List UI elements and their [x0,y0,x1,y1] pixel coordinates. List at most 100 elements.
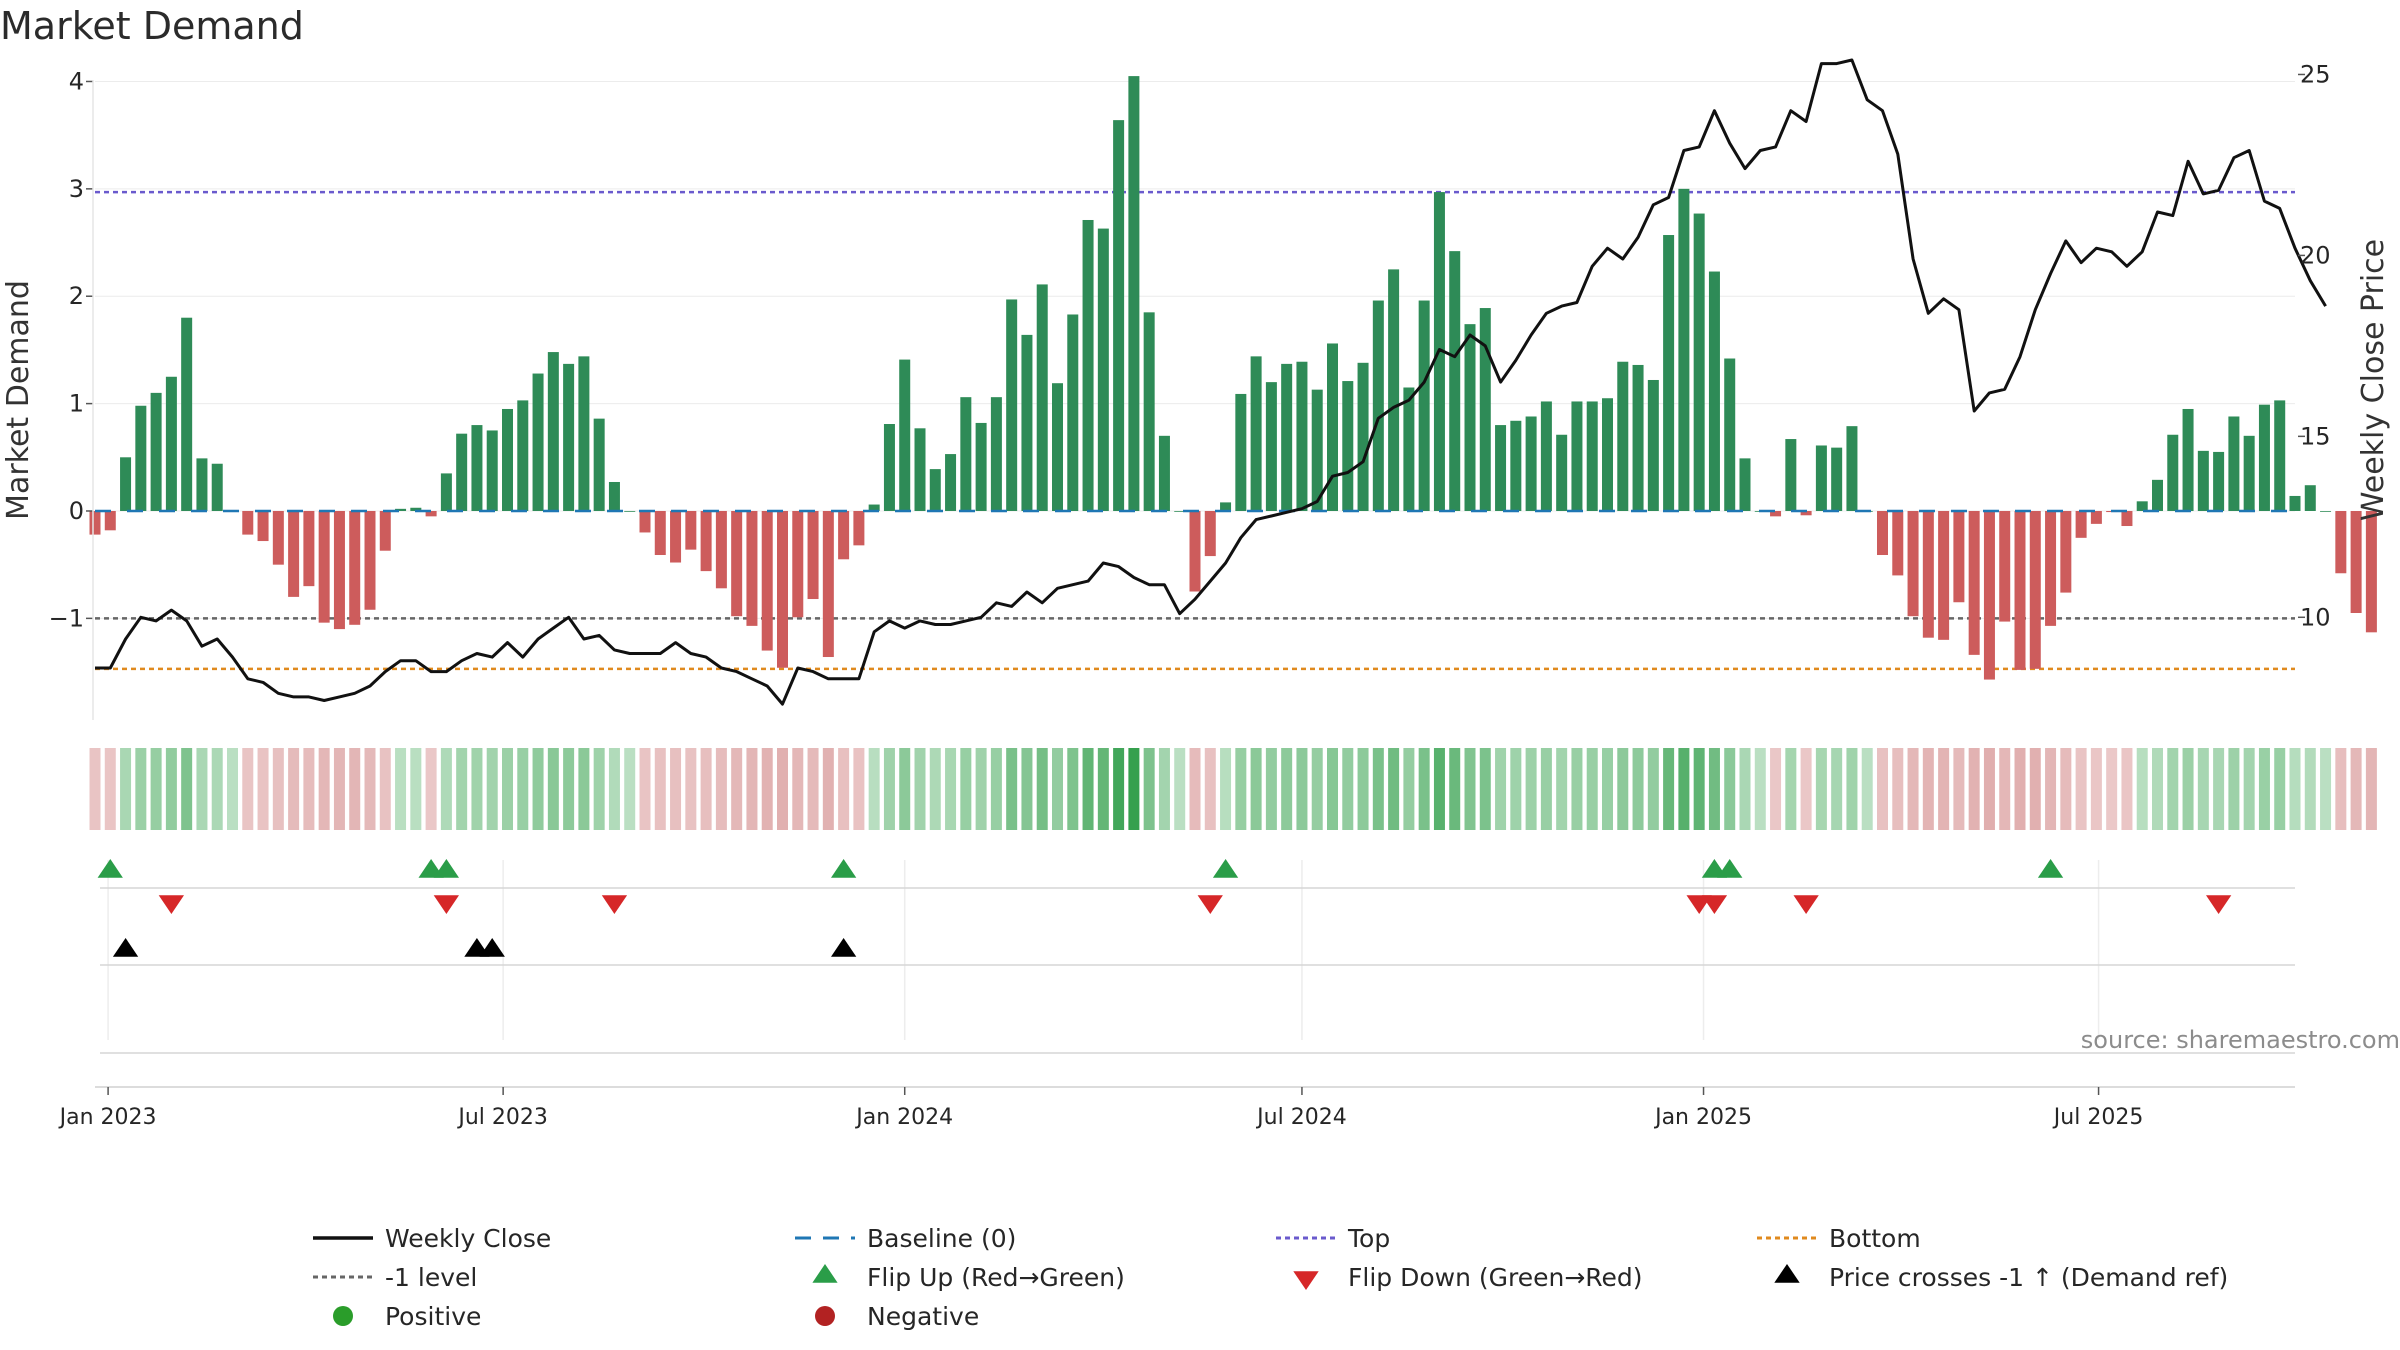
heat-cell [1204,748,1216,830]
flip-down-marker [433,895,459,914]
demand-bar [761,510,773,651]
demand-bar [1220,502,1232,511]
heat-cell [1525,748,1537,830]
demand-bar [2090,510,2102,524]
demand-bar [1617,361,1629,511]
demand-bar [150,392,162,511]
heat-cell [1418,748,1430,830]
demand-bar [1021,334,1033,511]
heat-cell [2029,748,2041,830]
heat-cell [440,748,452,830]
demand-bar [425,510,437,517]
heat-cell [1479,748,1491,830]
demand-bar [883,424,895,511]
heat-cell [593,748,605,830]
heat-cell [1831,748,1843,830]
heat-cell [2350,748,2362,830]
demand-bar [853,510,865,546]
heat-cell [899,748,911,830]
demand-bar [547,352,559,511]
demand-bar [807,510,819,600]
heat-cell [654,748,666,830]
heat-cell [227,748,238,830]
demand-bar [792,510,804,618]
demand-bar [120,457,132,511]
heat-cell [456,748,468,830]
demand-bar [242,510,254,535]
heat-cell [1632,748,1644,830]
heat-cell [1128,748,1140,830]
flip-up-marker [1212,859,1239,878]
heat-cell [2182,748,2194,830]
demand-bar [1296,361,1308,511]
demand-bar [593,418,605,511]
heat-cell [517,748,529,830]
demand-bar [1281,363,1293,511]
heat-cell [1097,748,1109,830]
legend-baseline: Baseline (0) [867,1224,1016,1253]
heat-cell [1770,748,1782,830]
heat-cell [1938,748,1950,830]
demand-bar [1128,76,1140,511]
y2-tick-label: 25 [2300,60,2331,88]
heat-cell [929,748,941,830]
heat-cell [2167,748,2179,830]
heat-cell [700,748,712,830]
price-line [95,58,2327,706]
demand-bar [349,510,361,625]
heat-cell [333,748,345,830]
demand-bar [1235,393,1247,511]
legend-positive-swatch [333,1306,353,1326]
legend-negative: Negative [867,1302,979,1331]
demand-bar [2121,510,2133,527]
demand-bar [272,510,284,565]
heat-cell [1815,748,1827,830]
heat-cell [563,748,575,830]
legend-neg1: -1 level [385,1263,477,1292]
heat-cell [1158,748,1170,830]
heat-cell [2320,748,2332,830]
demand-bar [914,428,926,511]
demand-bar [822,510,834,658]
heat-cell [1174,748,1186,830]
demand-bar [1602,398,1613,511]
x-tick-label: Jul 2024 [1255,1105,1347,1130]
demand-bar [1846,426,1858,511]
flip-up-marker [433,859,459,878]
heat-cell [777,748,788,830]
heat-cell [196,748,208,830]
demand-bar [2335,510,2347,574]
heat-cell [1311,748,1323,830]
heat-cell [1372,748,1384,830]
heat-cell [272,748,284,830]
demand-bar [1586,401,1598,511]
y-tick-label: 1 [69,390,84,418]
heat-cell [822,748,834,830]
heat-cell [1739,748,1751,830]
heat-cell [868,748,880,830]
price-cross-marker [112,938,139,957]
heat-cell [670,748,682,830]
demand-bar [929,469,941,511]
demand-bars [89,76,2377,680]
y-tick-label: −1 [49,604,84,632]
heat-cell [1296,748,1308,830]
demand-bar [532,373,544,511]
x-tick-label: Jan 2025 [1653,1105,1752,1130]
demand-bar [746,510,758,626]
heat-cell [349,748,361,830]
heat-cell [150,748,162,830]
demand-bar [2045,510,2057,626]
demand-bar [303,510,315,587]
demand-bar [1174,510,1186,512]
demand-bar [1052,383,1063,511]
heat-cell [2289,748,2301,830]
heat-cell [1556,748,1568,830]
heat-cell [1449,748,1461,830]
heat-cell [181,748,193,830]
heat-cell [425,748,437,830]
price-cross-marker [831,938,857,957]
heat-cell [364,748,376,830]
heat-cell [89,748,101,830]
